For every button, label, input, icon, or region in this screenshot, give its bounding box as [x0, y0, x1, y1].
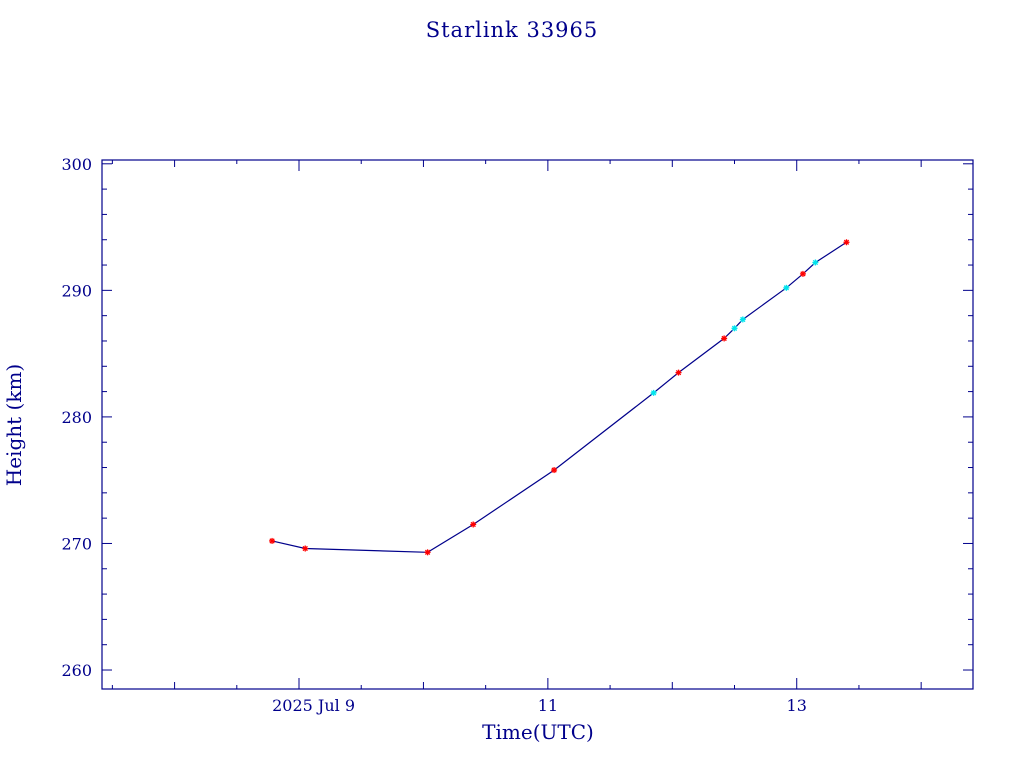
- data-point: [424, 549, 431, 556]
- y-tick-label: 270: [61, 534, 92, 553]
- x-axis-label: Time(UTC): [482, 720, 594, 744]
- point-marker-stroke: [650, 390, 657, 396]
- x-tick-label: 13: [787, 696, 807, 715]
- y-tick-label: 280: [61, 408, 92, 427]
- data-point: [739, 316, 746, 323]
- data-point: [470, 521, 477, 528]
- point-marker-stroke: [269, 538, 275, 544]
- data-point: [721, 335, 728, 342]
- point-marker-stroke: [302, 545, 308, 552]
- point-marker-stroke: [675, 369, 682, 376]
- plot-frame: [101, 159, 974, 690]
- point-marker-stroke: [783, 285, 790, 291]
- point-marker-stroke: [424, 549, 431, 555]
- point-marker-stroke: [800, 271, 806, 277]
- point-marker-stroke: [470, 521, 476, 528]
- point-marker-stroke: [843, 239, 850, 245]
- data-point: [269, 537, 276, 544]
- data-markers: [269, 239, 850, 556]
- data-point: [551, 467, 558, 474]
- y-tick-label: 260: [61, 661, 92, 680]
- y-axis-label: Height (km): [2, 364, 26, 486]
- point-marker-stroke: [740, 316, 746, 323]
- axis-ticks: [102, 160, 973, 689]
- chart-title: Starlink 33965: [426, 18, 599, 42]
- x-tick-label: 11: [538, 696, 558, 715]
- data-point: [731, 325, 738, 332]
- data-point: [843, 239, 850, 246]
- data-point: [812, 259, 819, 266]
- data-point: [783, 284, 790, 291]
- data-point: [650, 389, 657, 396]
- x-tick-label: 2025 Jul 9: [272, 696, 355, 715]
- data-point: [675, 369, 682, 376]
- y-tick-labels: 260 270 280 290 300: [61, 155, 92, 680]
- y-tick-label: 300: [61, 155, 92, 174]
- point-marker-stroke: [731, 325, 738, 331]
- point-marker-stroke: [721, 335, 727, 342]
- y-tick-label: 290: [61, 281, 92, 300]
- point-marker-stroke: [551, 467, 557, 473]
- point-marker-stroke: [812, 259, 819, 266]
- data-point: [302, 545, 309, 552]
- series-line: [271, 241, 847, 553]
- data-point: [799, 270, 806, 277]
- x-tick-labels: 2025 Jul 9 11 13: [272, 696, 807, 715]
